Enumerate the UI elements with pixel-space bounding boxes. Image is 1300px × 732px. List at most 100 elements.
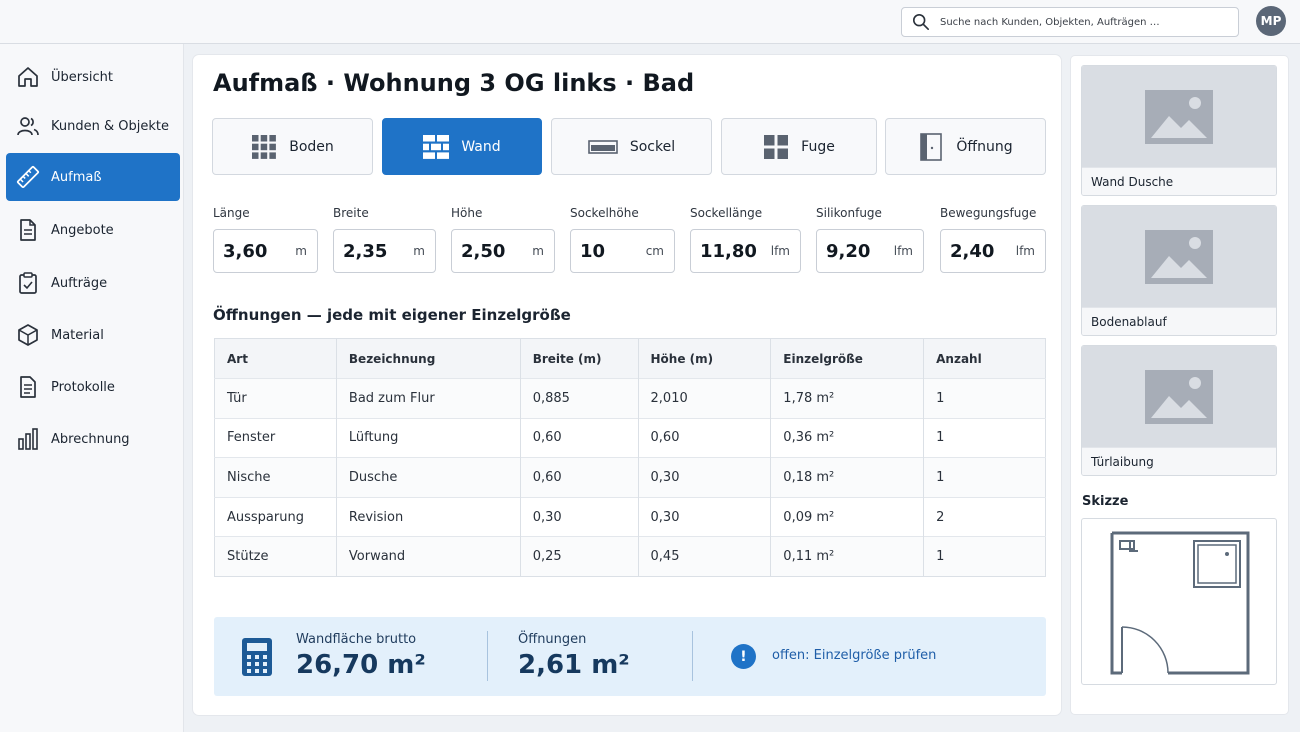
divider (692, 631, 693, 681)
sidebar-item-label: Aufträge (51, 275, 108, 291)
breite-field[interactable]: m (333, 229, 436, 273)
photo-caption: Bodenablauf (1082, 307, 1276, 335)
field-label-sockelhoehe: Sockelhöhe (570, 206, 639, 220)
table-cell: 2 (923, 496, 1046, 537)
sidebar-item-protokolle[interactable]: Protokolle (6, 363, 180, 411)
table-cell: Fenster (214, 417, 337, 458)
image-placeholder-icon (1082, 346, 1276, 447)
sidebar-item-aufmass[interactable]: Aufmaß (6, 153, 180, 201)
sketch-title: Skizze (1082, 494, 1129, 509)
breite-input[interactable] (343, 240, 403, 262)
summary-bar: Wandfläche brutto 26,70 m² Öffnungen 2,6… (214, 617, 1046, 696)
tab-wand[interactable]: Wand (382, 118, 542, 175)
sidebar-item-angebote[interactable]: Angebote (6, 206, 180, 254)
table-cell: 1 (923, 457, 1046, 498)
bewegungsfuge-field[interactable]: lfm (940, 229, 1046, 273)
sockellaenge-field[interactable]: lfm (690, 229, 801, 273)
tab-label: Fuge (801, 138, 835, 155)
hoehe-field[interactable]: m (451, 229, 555, 273)
image-placeholder-icon (1082, 206, 1276, 307)
calculator-icon (241, 637, 273, 677)
search-box[interactable] (901, 7, 1239, 37)
table-cell: 0,60 (520, 417, 639, 458)
field-label-laenge: Länge (213, 206, 250, 220)
tab-label: Wand (461, 138, 501, 155)
sidebar-item-abrechnung[interactable]: Abrechnung (6, 415, 180, 463)
brick-wall-icon (423, 134, 450, 160)
column-header: Art (214, 338, 337, 379)
tab-fuge[interactable]: Fuge (721, 118, 877, 175)
column-header: Einzelgröße (770, 338, 925, 379)
bewegungsfuge-input[interactable] (950, 240, 1010, 262)
silikonfuge-field[interactable]: lfm (816, 229, 924, 273)
sidebar-item-label: Kunden & Objekte (51, 118, 169, 134)
sockelhoehe-input[interactable] (580, 240, 640, 262)
baseboard-icon (588, 134, 618, 160)
measurement-panel: Aufmaß · Wohnung 3 OG links · Bad Boden … (193, 55, 1061, 715)
sidebar-item-material[interactable]: Material (6, 311, 180, 359)
unit-label: cm (645, 244, 664, 258)
table-cell: Aussparung (214, 496, 337, 537)
table-row[interactable]: Fenster Lüftung 0,60 0,60 0,36 m² 1 (214, 417, 1046, 458)
table-cell: 0,18 m² (770, 457, 925, 498)
hoehe-input[interactable] (461, 240, 521, 262)
table-cell: 1 (923, 417, 1046, 458)
table-cell: 0,36 m² (770, 417, 925, 458)
floor-plan-sketch[interactable] (1081, 518, 1277, 685)
sidebar-item-uebersicht[interactable]: Übersicht (6, 53, 180, 101)
attachments-panel: Wand Dusche Bodenablauf Türlaibung Skizz… (1071, 56, 1288, 714)
unit-label: lfm (1015, 244, 1035, 258)
table-row[interactable]: Aussparung Revision 0,30 0,30 0,09 m² 2 (214, 496, 1046, 537)
table-cell: Revision (336, 496, 521, 537)
table-header-row: Art Bezeichnung Breite (m) Höhe (m) Einz… (214, 338, 1046, 379)
table-cell: 1,78 m² (770, 378, 925, 419)
field-label-sockellaenge: Sockellänge (690, 206, 763, 220)
table-row[interactable]: Tür Bad zum Flur 0,885 2,010 1,78 m² 1 (214, 378, 1046, 419)
silikonfuge-input[interactable] (826, 240, 886, 262)
box-icon (16, 323, 40, 347)
unit-label: m (532, 244, 544, 258)
gross-area-label: Wandfläche brutto (296, 632, 417, 647)
table-cell: 1 (923, 536, 1046, 577)
top-bar: MP (0, 0, 1300, 44)
laenge-input[interactable] (223, 240, 283, 262)
table-cell: 0,45 (638, 536, 772, 577)
tab-label: Sockel (629, 138, 676, 155)
sidebar-item-auftraege[interactable]: Aufträge (6, 259, 180, 307)
table-cell: Bad zum Flur (336, 378, 521, 419)
field-label-hoehe: Höhe (451, 206, 483, 220)
photo-card[interactable]: Türlaibung (1081, 345, 1277, 476)
avatar[interactable]: MP (1256, 6, 1286, 36)
openings-area-label: Öffnungen (518, 632, 587, 647)
table-cell: 0,25 (520, 536, 639, 577)
sidebar: Übersicht Kunden & Objekte Aufmaß Angebo… (0, 44, 184, 732)
search-icon (912, 13, 930, 31)
sidebar-item-label: Protokolle (51, 379, 115, 395)
column-header: Bezeichnung (336, 338, 521, 379)
notice-text[interactable]: offen: Einzelgröße prüfen (772, 648, 937, 663)
joint-grid-icon (763, 134, 789, 160)
image-placeholder-icon (1082, 66, 1276, 167)
unit-label: m (295, 244, 307, 258)
sidebar-item-kunden-objekte[interactable]: Kunden & Objekte (6, 102, 180, 150)
table-row[interactable]: Nische Dusche 0,60 0,30 0,18 m² 1 (214, 457, 1046, 498)
tab-oeffnung[interactable]: Öffnung (885, 118, 1046, 175)
tab-sockel[interactable]: Sockel (551, 118, 712, 175)
gross-area-value: 26,70 m² (296, 650, 426, 680)
users-icon (16, 114, 40, 138)
sockellaenge-input[interactable] (700, 240, 760, 262)
laenge-field[interactable]: m (213, 229, 318, 273)
table-row[interactable]: Stütze Vorwand 0,25 0,45 0,11 m² 1 (214, 536, 1046, 577)
tab-label: Öffnung (956, 138, 1013, 155)
photo-card[interactable]: Bodenablauf (1081, 205, 1277, 336)
table-cell: 0,09 m² (770, 496, 925, 537)
door-icon (918, 132, 944, 161)
tab-boden[interactable]: Boden (212, 118, 373, 175)
table-cell: Tür (214, 378, 337, 419)
sockelhoehe-field[interactable]: cm (570, 229, 675, 273)
field-label-silikonfuge: Silikonfuge (816, 206, 882, 220)
search-input[interactable] (940, 16, 1230, 28)
openings-area-value: 2,61 m² (518, 650, 630, 680)
photo-card[interactable]: Wand Dusche (1081, 65, 1277, 196)
clipboard-icon (16, 271, 40, 295)
